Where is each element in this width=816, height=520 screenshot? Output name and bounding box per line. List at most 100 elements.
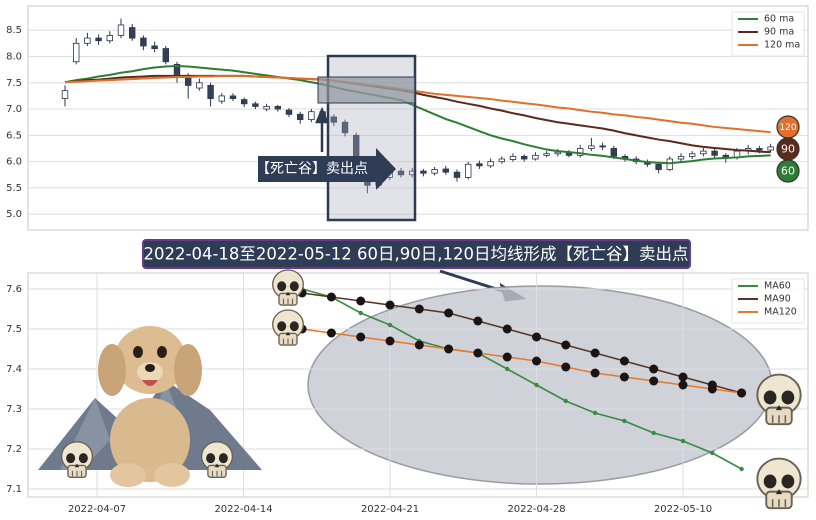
candle-body — [196, 82, 203, 89]
end-badge-label: 120 — [779, 123, 796, 133]
candle-body — [140, 37, 147, 47]
y-tick-label: 6.5 — [6, 130, 22, 141]
y-tick-label: 7.3 — [6, 404, 22, 415]
candle-body — [151, 45, 158, 49]
candle-body — [184, 77, 192, 86]
highlight-band — [317, 76, 416, 104]
point — [590, 348, 600, 358]
point — [649, 364, 659, 374]
point — [502, 324, 512, 334]
candle-body — [95, 37, 102, 42]
highlight-ellipse — [307, 285, 773, 485]
candle-body — [666, 158, 673, 170]
y-tick-label: 7.0 — [6, 104, 22, 115]
point — [358, 310, 363, 316]
candle-body — [240, 99, 248, 105]
point — [473, 348, 483, 358]
point — [356, 332, 366, 342]
point — [385, 336, 395, 346]
point — [505, 366, 510, 372]
candle-body — [263, 106, 270, 110]
y-tick-label: 5.5 — [6, 183, 22, 194]
candle-body — [61, 90, 69, 99]
point — [707, 384, 717, 394]
ma-line — [64, 74, 771, 154]
x-tick-label: 2022-05-10 — [654, 504, 712, 515]
point — [622, 418, 627, 424]
point — [473, 316, 483, 326]
legend-label: MA90 — [764, 294, 791, 305]
point — [678, 380, 688, 390]
point — [356, 296, 366, 306]
candle-body — [655, 163, 662, 170]
point — [414, 340, 424, 350]
point — [680, 438, 686, 444]
candle-body — [599, 145, 606, 148]
point — [444, 308, 454, 318]
point — [590, 368, 600, 378]
point — [561, 340, 571, 350]
legend-label: MA60 — [764, 281, 791, 292]
x-tick-label: 2022-04-28 — [507, 504, 565, 515]
point — [561, 362, 571, 372]
candle-body — [106, 35, 113, 42]
candle-body — [420, 170, 427, 174]
point — [678, 372, 688, 382]
candle-body — [73, 42, 80, 63]
candle-body — [431, 169, 438, 174]
candle-body — [464, 163, 472, 178]
x-tick-label: 2022-04-14 — [214, 504, 272, 515]
ma-line — [301, 288, 742, 470]
y-tick-label: 7.2 — [6, 444, 22, 455]
y-tick-label: 8.0 — [6, 51, 22, 62]
candle-body — [610, 148, 617, 157]
point — [563, 398, 568, 404]
point — [414, 304, 424, 314]
ma-line — [64, 74, 771, 134]
point — [651, 430, 656, 436]
candle-body — [677, 155, 685, 160]
point — [592, 410, 598, 416]
point — [502, 352, 512, 362]
candle-body — [162, 48, 169, 63]
y-tick-label: 7.1 — [6, 484, 22, 495]
ma-line — [64, 64, 771, 165]
candle-body — [453, 171, 461, 178]
end-badge — [776, 159, 800, 183]
candle-body — [498, 158, 505, 163]
point — [326, 328, 336, 338]
x-tick-label: 2022-04-07 — [68, 504, 126, 515]
candle-body — [577, 148, 584, 156]
y-tick-label: 8.5 — [6, 25, 22, 36]
candle-body — [487, 161, 494, 167]
x-tick-label: 2022-04-21 — [361, 504, 419, 515]
point — [444, 344, 454, 354]
plot-area — [27, 5, 809, 231]
candle-body — [229, 95, 237, 99]
point — [737, 388, 747, 398]
candle-body — [521, 155, 528, 160]
candle-body — [252, 103, 259, 107]
y-tick-label: 5.0 — [6, 209, 22, 220]
y-tick-label: 7.6 — [6, 284, 22, 295]
y-tick-label: 7.5 — [6, 324, 22, 335]
illustration — [38, 269, 802, 510]
annotation-text: 【死亡谷】卖出点 — [256, 161, 368, 177]
candle-body — [117, 24, 125, 36]
point — [387, 322, 393, 328]
point — [710, 450, 715, 456]
ma-line — [301, 292, 742, 394]
point — [739, 466, 744, 472]
caption: 2022-04-18至2022-05-12 60日,90日,120日均线形成【死… — [144, 245, 689, 264]
candle-body — [711, 150, 718, 156]
legend-label: 120 ma — [764, 40, 800, 51]
y-tick-label: 7.5 — [6, 78, 22, 89]
point — [649, 376, 659, 386]
candle-body — [756, 148, 763, 151]
y-tick-label: 7.4 — [6, 364, 22, 375]
candle-body — [207, 84, 214, 99]
candle-body — [296, 113, 304, 120]
candle-body — [84, 37, 91, 44]
annotation-box — [258, 148, 396, 190]
candle-body — [308, 111, 315, 120]
